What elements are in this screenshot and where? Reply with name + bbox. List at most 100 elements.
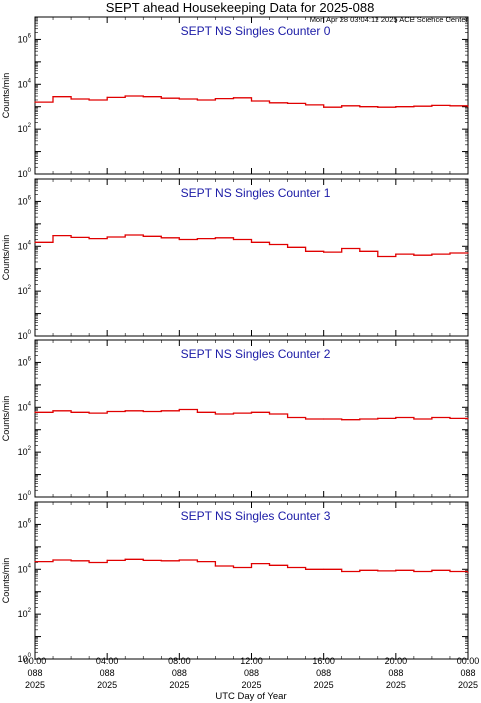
panel-frame xyxy=(34,339,469,498)
data-point xyxy=(449,570,451,573)
data-point xyxy=(88,238,90,240)
panel-frame xyxy=(34,501,469,660)
data-point xyxy=(268,413,271,415)
data-point xyxy=(431,416,433,419)
data-point xyxy=(250,411,253,413)
x-tick-label-line: 00:00 xyxy=(24,656,47,666)
x-tick-label-line: 04:00 xyxy=(96,656,119,666)
data-point xyxy=(449,417,451,419)
x-tick-label-line: 00:00 xyxy=(457,656,480,666)
x-tick-label: 04:00 088 2025 xyxy=(96,656,119,690)
y-tick-label: 102 xyxy=(18,446,32,457)
generation-timestamp: Mon Apr 28 03:04:11 2025 ACE Science Cen… xyxy=(310,15,469,24)
data-point xyxy=(34,241,36,243)
data-point xyxy=(196,238,198,240)
y-tick-label: 104 xyxy=(18,401,32,412)
data-point xyxy=(395,106,397,108)
data-point xyxy=(377,255,379,258)
data-point xyxy=(34,411,36,413)
panel-counter-1: 100 102 104 106 Counts/min SEPT NS Singles Co… xyxy=(1,178,469,341)
data-point xyxy=(268,102,271,104)
panel-title: SEPT NS Singles Counter 0 xyxy=(181,24,331,38)
panels-group: 100 102 104 106 Counts/min SEPT NS Singles Co… xyxy=(1,16,469,664)
y-tick-label: 106 xyxy=(18,356,32,367)
x-tick-label-line: 088 xyxy=(100,668,115,678)
data-point xyxy=(467,418,469,420)
x-tick-label: 00:00 088 2025 xyxy=(24,656,47,690)
y-axis-label: Counts/min xyxy=(1,396,11,442)
data-point xyxy=(305,250,307,252)
data-point xyxy=(377,106,379,108)
data-point xyxy=(395,253,397,255)
y-tick-label: 100 xyxy=(18,491,32,502)
chart-title: SEPT ahead Housekeeping Data for 2025-08… xyxy=(106,0,375,15)
data-point xyxy=(431,569,433,571)
data-point xyxy=(196,561,198,563)
data-point xyxy=(323,106,325,108)
data-point xyxy=(305,104,307,106)
data-point xyxy=(160,410,162,412)
data-point xyxy=(142,235,144,237)
y-axis-label: Counts/min xyxy=(1,235,11,281)
data-point xyxy=(70,236,72,238)
x-tick-label-line: 2025 xyxy=(25,680,45,690)
x-tick-label: 16:00 088 2025 xyxy=(312,656,335,690)
x-tick-label-line: 088 xyxy=(172,668,187,678)
data-point xyxy=(232,566,235,569)
data-point xyxy=(431,253,433,255)
data-point xyxy=(377,570,379,572)
data-point xyxy=(287,246,289,248)
data-point xyxy=(467,252,469,254)
y-tick-label: 100 xyxy=(18,653,32,664)
data-point xyxy=(214,98,216,100)
data-point xyxy=(178,238,180,241)
y-tick-label: 104 xyxy=(18,78,32,89)
x-tick-label-line: 088 xyxy=(316,668,331,678)
data-point xyxy=(413,570,415,573)
data-point xyxy=(232,238,235,241)
x-tick-label-line: 088 xyxy=(244,668,259,678)
y-tick-label: 100 xyxy=(18,330,32,341)
x-tick-label-line: 088 xyxy=(460,668,475,678)
data-point xyxy=(178,559,180,561)
series-line-counter-3 xyxy=(35,558,468,573)
panel-title: SEPT NS Singles Counter 1 xyxy=(181,186,331,200)
data-point xyxy=(287,416,289,419)
data-point xyxy=(106,96,108,98)
x-tick-label-line: 16:00 xyxy=(312,656,335,666)
y-tick-label: 104 xyxy=(18,563,32,574)
data-point xyxy=(395,569,397,571)
data-point xyxy=(232,97,235,99)
data-point xyxy=(413,254,415,256)
data-point xyxy=(431,104,433,106)
data-point xyxy=(142,96,144,98)
y-tick-label: 102 xyxy=(18,285,32,296)
data-point xyxy=(124,410,126,412)
data-point xyxy=(52,410,54,412)
y-axis-label: Counts/min xyxy=(1,558,11,604)
x-tick-label-line: 20:00 xyxy=(385,656,408,666)
y-tick-label: 106 xyxy=(18,33,32,44)
y-tick-label: 106 xyxy=(18,518,32,529)
data-point xyxy=(142,410,144,413)
data-point xyxy=(88,561,90,564)
x-tick-label-line: 12:00 xyxy=(240,656,263,666)
data-point xyxy=(323,418,325,420)
data-point xyxy=(34,561,36,563)
y-tick-label: 100 xyxy=(18,168,32,179)
y-tick-label: 106 xyxy=(18,195,32,206)
data-point xyxy=(34,101,36,103)
data-point xyxy=(341,419,343,421)
panel-counter-3: 100 102 104 106 Counts/min SEPT NS Singles Co… xyxy=(1,501,469,664)
y-tick-label: 102 xyxy=(18,123,32,134)
data-point xyxy=(88,412,90,414)
data-point xyxy=(305,418,307,420)
data-point xyxy=(70,560,72,562)
data-point xyxy=(287,102,289,104)
x-tick-label-line: 2025 xyxy=(314,680,334,690)
data-point xyxy=(88,99,90,101)
data-point xyxy=(196,411,198,413)
data-point xyxy=(449,252,451,254)
data-point xyxy=(268,243,271,246)
